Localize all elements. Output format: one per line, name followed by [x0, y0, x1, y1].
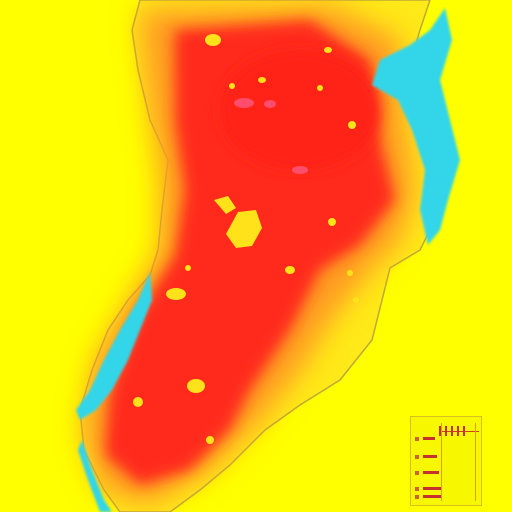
pink-spots [234, 98, 308, 174]
legend-entry [423, 495, 441, 498]
legend-header [439, 421, 479, 436]
legend-swatch [415, 495, 419, 499]
legend-swatch [415, 455, 419, 459]
yellow-spots [133, 34, 359, 444]
legend-swatch [415, 437, 419, 441]
legend-entry [423, 487, 441, 490]
water-body-east [372, 8, 460, 245]
heat-zone-red-upper [220, 50, 380, 170]
legend-divider [475, 423, 476, 501]
legend-entry [423, 455, 437, 458]
legend-entry [423, 437, 435, 440]
legend-swatch [415, 487, 419, 491]
legend-swatch [415, 471, 419, 475]
map-legend [410, 416, 482, 506]
water-body-west [76, 272, 152, 420]
water-body-southwest [78, 440, 112, 512]
legend-divider [441, 423, 442, 501]
legend-entry [423, 471, 439, 474]
